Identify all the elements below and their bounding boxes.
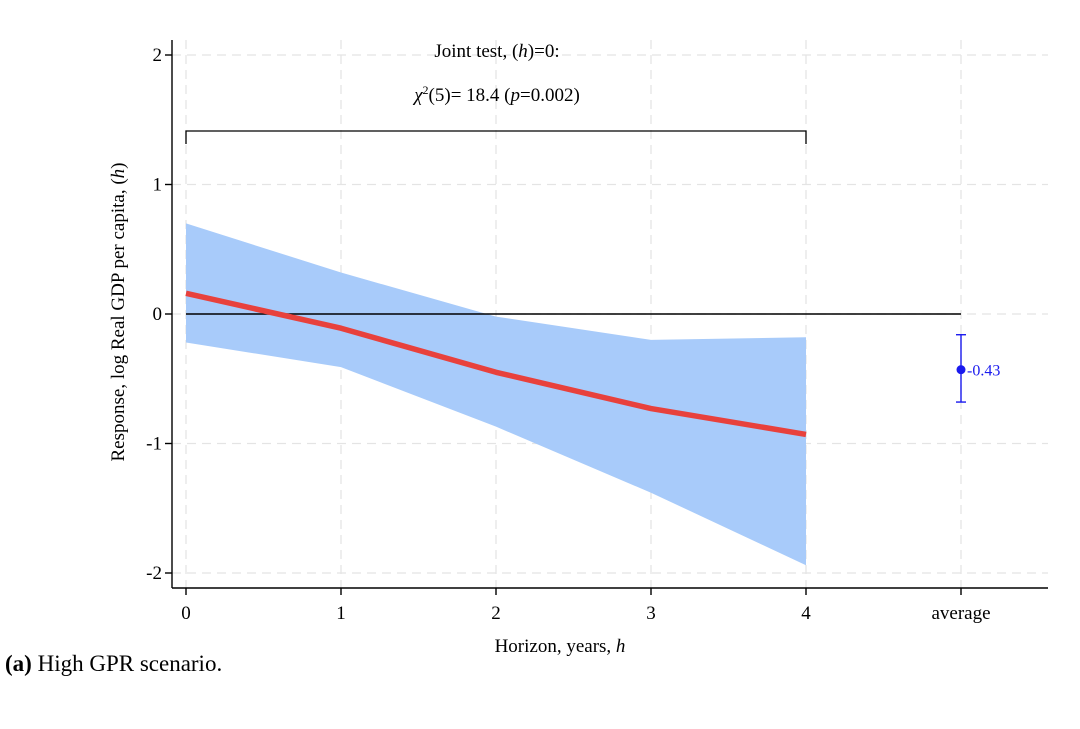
x-tick-label: 2	[491, 603, 501, 624]
text-part: p	[509, 85, 521, 106]
text-part: h	[616, 636, 626, 657]
confidence-band	[186, 223, 806, 566]
figure-caption: (a) High GPR scenario.	[5, 651, 222, 677]
text-part: χ	[412, 85, 423, 106]
average-estimate-layer: -0.43	[956, 334, 1000, 403]
axes: -2 -1 0 1 2 0 1 2 3 4 average	[146, 40, 1048, 624]
text-part: (5)= 18.4 (	[429, 85, 511, 106]
average-data-label: -0.43	[967, 363, 1000, 380]
joint-test-annotation: Joint test, (h)=0: χ2(5)= 18.4 (p=0.002)	[185, 41, 807, 144]
x-tick-label: 4	[801, 603, 811, 624]
y-tick-label: -2	[146, 563, 162, 584]
text-part: Horizon, years,	[495, 636, 616, 657]
x-tick-label: average	[931, 603, 990, 624]
caption-text: High GPR scenario.	[31, 651, 223, 676]
caption-label: (a)	[5, 651, 32, 676]
confidence-band-layer	[186, 223, 806, 566]
text-part: Response, log Real GDP per capita, (	[108, 178, 129, 461]
x-tick-label: 3	[646, 603, 656, 624]
joint-test-line2: χ2(5)= 18.4 (p=0.002)	[412, 83, 580, 106]
average-point	[956, 365, 966, 375]
text-part: 2	[423, 83, 429, 97]
text-part: h	[108, 169, 129, 179]
y-tick-label: 2	[153, 45, 163, 66]
y-axis-label: Response, log Real GDP per capita, (h)	[108, 162, 129, 461]
x-tick-label: 1	[336, 603, 346, 624]
text-part: =0.002)	[520, 85, 580, 106]
y-tick-label: 1	[153, 175, 163, 196]
x-axis-label: Horizon, years, h	[495, 636, 626, 657]
joint-test-line1: Joint test, (h)=0:	[434, 41, 559, 62]
text-part: h	[518, 41, 528, 62]
text-part: )=0:	[528, 41, 560, 62]
x-tick-label: 0	[181, 603, 191, 624]
response-line	[185, 290, 807, 438]
text-part: Joint test, (	[434, 41, 518, 62]
text-part: )	[108, 162, 129, 168]
joint-test-bracket	[185, 130, 807, 144]
series-line-layer	[185, 290, 807, 438]
y-tick-label: 0	[153, 304, 163, 325]
y-tick-label: -1	[146, 434, 162, 455]
